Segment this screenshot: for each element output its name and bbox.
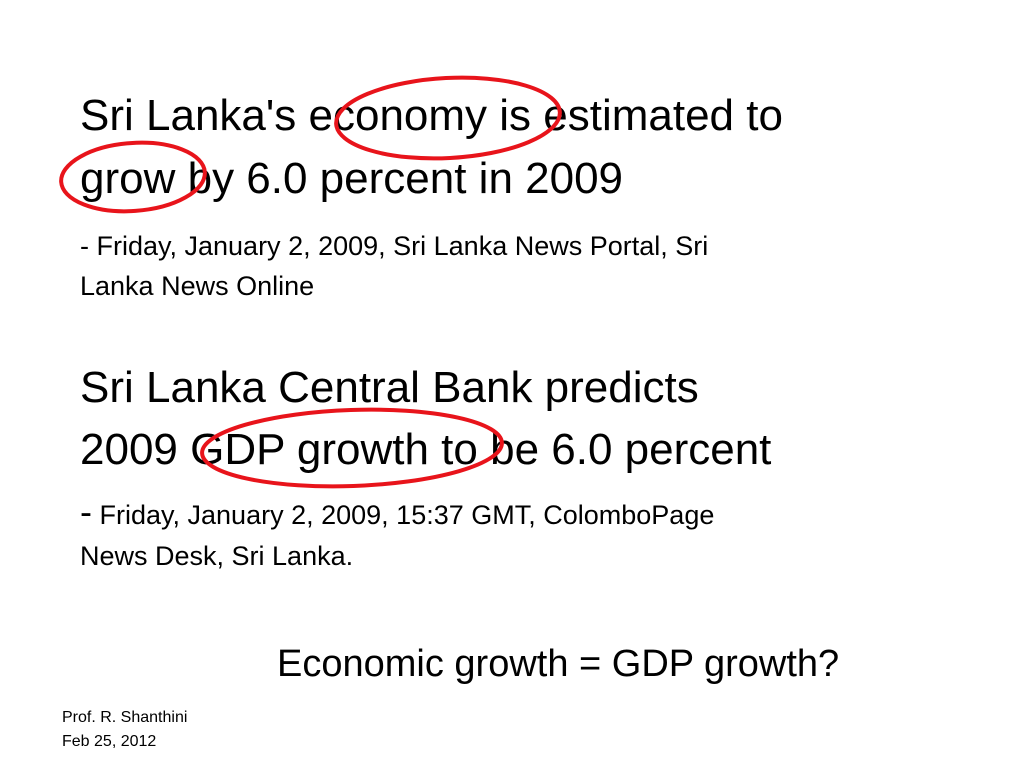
source-2-line-2: News Desk, Sri Lanka. [80,541,354,571]
source-2-text-line-1: Friday, January 2, 2009, 15:37 GMT, Colo… [99,500,715,530]
headline-1-line-2: grow by 6.0 percent in 2009 [80,154,624,203]
source-2-line-1: - Friday, January 2, 2009, 15:37 GMT, Co… [80,492,714,535]
footer: Prof. R. Shanthini Feb 25, 2012 [62,706,187,754]
headline-1-line-1: Sri Lanka's economy is estimated to [80,91,783,140]
headline-2-line-1: Sri Lanka Central Bank predicts [80,363,699,412]
source-1-line-2: Lanka News Online [80,271,315,301]
source-1-line-1: - Friday, January 2, 2009, Sri Lanka New… [80,231,709,261]
footer-author: Prof. R. Shanthini [62,709,188,726]
footer-date: Feb 25, 2012 [62,733,157,750]
question-text: Economic growth = GDP growth? [277,643,840,685]
source-2-dash: - [80,491,92,532]
headline-2-line-2: 2009 GDP growth to be 6.0 percent [80,425,772,474]
